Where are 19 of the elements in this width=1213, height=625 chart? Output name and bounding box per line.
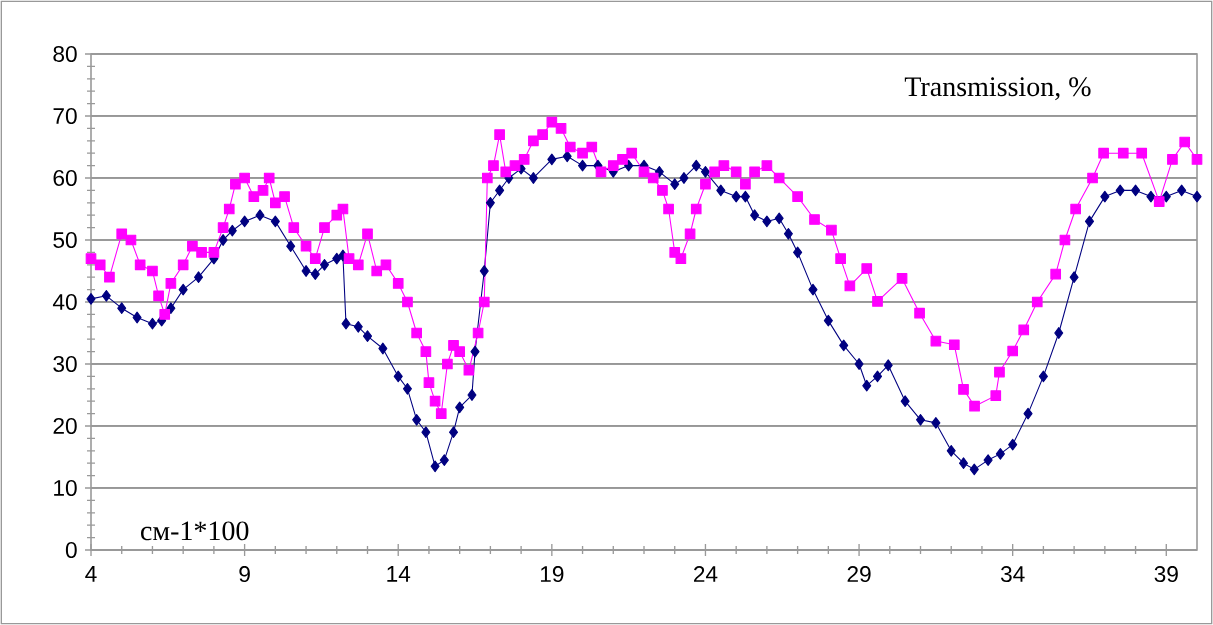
y-tick-label: 10 [54,479,77,497]
x-tick-label: 19 [540,566,564,583]
x-tick-label: 29 [847,566,871,583]
y-tick-label: 70 [53,107,77,125]
y-tick-label: 0 [65,541,77,559]
y-tick-label: 50 [53,231,77,249]
x-tick-label: 39 [1154,566,1178,583]
x-tick-label: 4 [85,566,97,582]
x-tick-label: 9 [239,566,250,583]
y-tick-label: 20 [53,417,77,435]
y-tick-label: 80 [53,45,77,63]
y-axis-title: Transmission, % [904,77,1091,101]
y-tick-label: 40 [52,293,77,311]
x-tick-label: 34 [1000,566,1025,583]
x-axis-title: см-1*100 [141,521,249,541]
x-tick-label: 14 [387,566,411,582]
x-tick-label: 24 [693,566,718,582]
y-tick-label: 30 [53,355,77,373]
y-tick-label: 60 [53,169,77,187]
